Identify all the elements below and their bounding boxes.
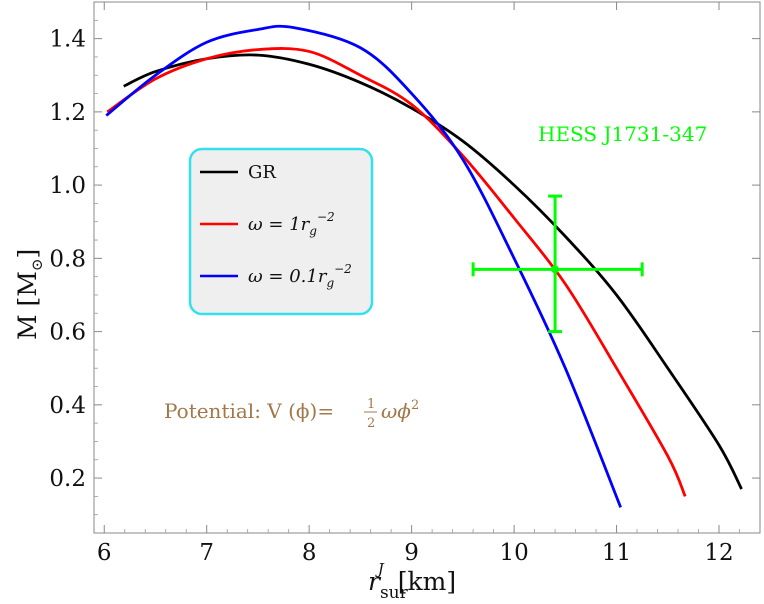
data-point-hess — [551, 265, 560, 274]
legend-label-omega-1: ω = 1rg−2 — [248, 210, 335, 238]
axis-ticks: 6 7 8 9 10 11 120.20.40.60.81.01.21.4 — [49, 2, 760, 566]
potential-text: Potential: V (ϕ)= — [164, 399, 334, 423]
x-tick-label: 11 — [602, 540, 631, 566]
y-tick-label: 0.2 — [49, 466, 86, 492]
legend: GR ω = 1rg−2 ω = 0.1rg−2 — [188, 147, 374, 316]
x-tick-label: 7 — [199, 540, 214, 566]
x-tick-label: 12 — [704, 540, 733, 566]
x-tick-label: 6 — [97, 540, 112, 566]
y-tick-label: 1.2 — [49, 100, 86, 126]
x-tick-label: 9 — [404, 540, 419, 566]
y-tick-label: 0.6 — [49, 320, 86, 346]
series-line-omega-01 — [105, 24, 622, 508]
hess-label: HESS J1731-347 — [538, 122, 707, 146]
y-tick-label: 0.8 — [49, 246, 86, 272]
x-tick-label: 8 — [302, 540, 317, 566]
legend-box — [188, 147, 374, 316]
plot-frame — [93, 1, 761, 534]
y-tick-label: 1.4 — [49, 27, 86, 53]
series-lines — [105, 24, 743, 508]
potential-frac-num: 1 — [367, 397, 375, 412]
y-tick-label: 1.0 — [49, 173, 86, 199]
legend-label-omega-01: ω = 0.1rg−2 — [248, 262, 352, 290]
hess-errorbar — [471, 194, 644, 334]
y-tick-label: 0.4 — [49, 393, 86, 419]
x-axis-title: rsurJ [km] — [368, 560, 456, 603]
potential-tail: ωϕ2 — [381, 398, 419, 423]
series-line-omega-1 — [106, 47, 687, 497]
y-axis-title: M [M⊙] — [13, 249, 46, 340]
potential-annotation: Potential: V (ϕ)= 1 2 ωϕ2 — [164, 397, 419, 431]
x-tick-label: 10 — [499, 540, 528, 566]
potential-frac-den: 2 — [367, 416, 375, 431]
legend-label-gr: GR — [248, 162, 276, 183]
